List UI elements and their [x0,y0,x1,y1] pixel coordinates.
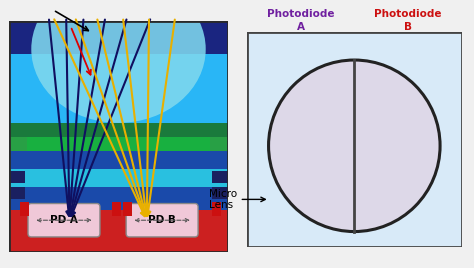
Bar [9,210,228,252]
Bar [9,151,228,169]
Bar [9,123,228,137]
Bar [9,187,228,210]
Bar [212,202,221,216]
FancyBboxPatch shape [126,203,198,237]
Text: Photodiode: Photodiode [374,9,442,19]
Text: A: A [297,22,305,32]
Bar [112,202,121,216]
Ellipse shape [31,0,206,123]
Text: PD B: PD B [148,215,176,225]
Text: PD A: PD A [50,215,78,225]
Text: B: B [404,22,412,32]
FancyBboxPatch shape [28,203,100,237]
Bar [9,21,228,54]
Bar [123,202,132,216]
Text: Micro
Lens: Micro Lens [209,189,265,210]
Bar [9,54,228,123]
Bar [20,202,29,216]
Circle shape [269,60,440,232]
Bar [9,187,25,199]
Bar [212,187,228,199]
Bar [27,137,210,151]
Bar [212,171,228,183]
Bar [9,169,228,187]
Bar [9,137,228,151]
Text: Micro Lens: Micro Lens [20,0,92,3]
Text: Photodiode: Photodiode [267,9,335,19]
Bar [9,171,25,183]
